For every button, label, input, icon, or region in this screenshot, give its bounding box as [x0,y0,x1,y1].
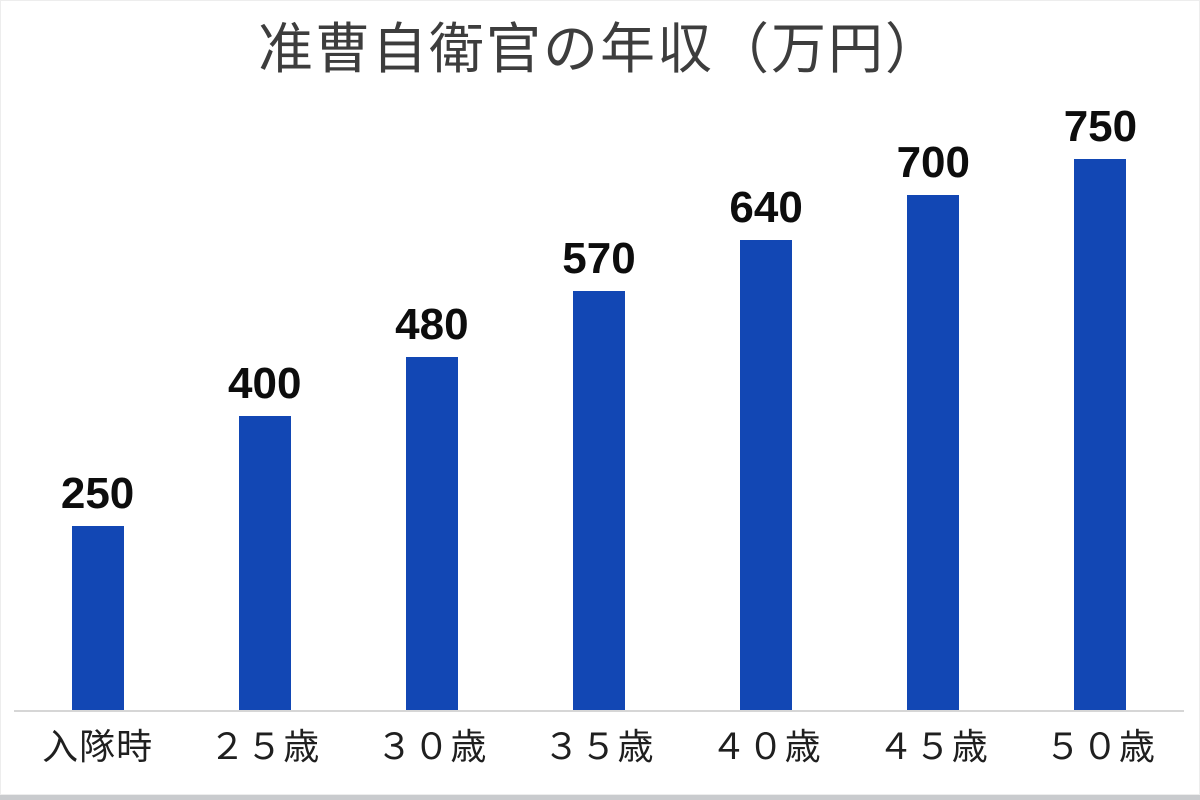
x-axis-label: ３５歳 [543,726,655,767]
chart-title: 准曹自衛官の年収（万円） [257,18,942,80]
x-axis-label: ２５歳 [209,726,321,767]
bar-value-label: 400 [228,358,302,408]
x-axis-labels: 入隊時 ２５歳 ３０歳 ３５歳 ４０歳 ４５歳 ５０歳 [14,724,1184,771]
x-axis-label: ４０歳 [710,726,822,767]
bar-value-label: 250 [60,468,135,518]
bar [572,291,625,710]
bar [71,526,124,710]
bar-column: 700 [850,137,1017,710]
bar-column: 480 [348,299,515,710]
bar-column: 250 [14,468,181,710]
bar-value-label: 700 [896,137,970,187]
bar-column: 640 [683,182,850,710]
bar-column: 570 [515,233,682,710]
plot-area: 250 400 480 570 640 700 750 [14,0,1184,712]
bar-column: 750 [1017,101,1184,710]
bar [405,357,458,710]
bar-value-label: 640 [729,182,803,232]
x-axis-label: 入隊時 [42,726,154,767]
bar [907,195,960,710]
x-axis-label: ４５歳 [877,726,989,767]
bar [1074,159,1127,710]
bar-value-label: 750 [1063,101,1138,151]
bar-value-label: 480 [395,299,469,349]
bar-value-label: 570 [562,233,636,283]
bar [238,416,291,710]
x-axis-label: ５０歳 [1044,726,1156,767]
bar-column: 400 [181,358,348,710]
x-axis-label: ３０歳 [376,726,488,767]
bar [740,240,793,710]
